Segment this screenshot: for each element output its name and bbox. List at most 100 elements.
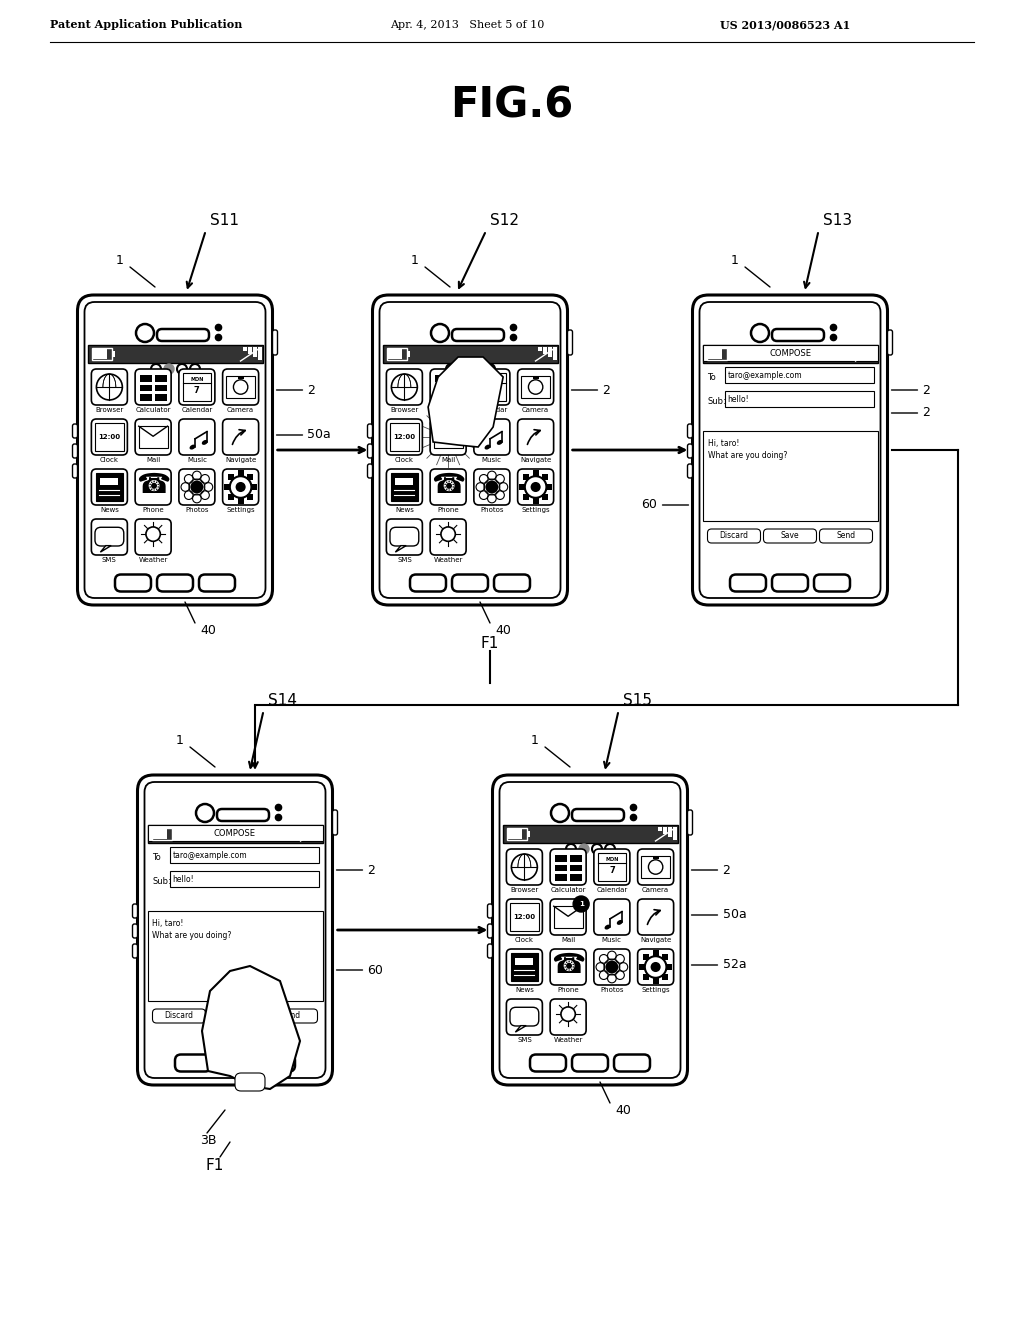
Bar bbox=[526, 832, 529, 837]
Text: SMS: SMS bbox=[517, 1038, 531, 1043]
FancyBboxPatch shape bbox=[73, 444, 78, 458]
Text: Hi, taro!: Hi, taro! bbox=[153, 919, 184, 928]
FancyBboxPatch shape bbox=[179, 469, 215, 506]
Text: Navigate: Navigate bbox=[640, 937, 672, 942]
FancyBboxPatch shape bbox=[699, 302, 881, 598]
Bar bbox=[663, 828, 667, 834]
Bar bbox=[391, 474, 418, 500]
FancyBboxPatch shape bbox=[687, 810, 692, 836]
FancyBboxPatch shape bbox=[410, 574, 446, 591]
Text: Hi, taro!: Hi, taro! bbox=[708, 440, 739, 447]
FancyBboxPatch shape bbox=[333, 810, 338, 836]
Polygon shape bbox=[515, 1026, 526, 1032]
Text: News: News bbox=[515, 987, 534, 993]
Text: What are you doing?: What are you doing? bbox=[708, 451, 786, 459]
Text: Music: Music bbox=[482, 457, 502, 463]
Bar bbox=[395, 478, 414, 486]
Text: hello!: hello! bbox=[727, 395, 750, 404]
FancyBboxPatch shape bbox=[500, 781, 681, 1078]
Bar bbox=[183, 374, 211, 401]
Text: COMPOSE: COMPOSE bbox=[214, 829, 256, 837]
Text: Calendar: Calendar bbox=[596, 887, 628, 894]
FancyBboxPatch shape bbox=[772, 329, 824, 341]
Ellipse shape bbox=[616, 920, 623, 925]
Bar bbox=[673, 828, 677, 840]
Bar bbox=[156, 395, 167, 401]
Text: Browser: Browser bbox=[95, 407, 124, 413]
FancyBboxPatch shape bbox=[386, 469, 422, 506]
FancyBboxPatch shape bbox=[819, 529, 872, 543]
FancyBboxPatch shape bbox=[259, 1055, 295, 1072]
Bar bbox=[726, 351, 729, 356]
Text: 2: 2 bbox=[602, 384, 610, 396]
Text: Photos: Photos bbox=[600, 987, 624, 993]
Text: ☎: ☎ bbox=[136, 471, 170, 499]
Text: MON: MON bbox=[485, 376, 499, 381]
Bar bbox=[523, 494, 529, 500]
Bar bbox=[147, 825, 323, 841]
Polygon shape bbox=[100, 545, 112, 552]
Text: Browser: Browser bbox=[390, 407, 419, 413]
FancyBboxPatch shape bbox=[594, 849, 630, 884]
Bar bbox=[570, 874, 582, 880]
FancyBboxPatch shape bbox=[814, 574, 850, 591]
Text: taro@example.com: taro@example.com bbox=[727, 371, 802, 380]
FancyBboxPatch shape bbox=[272, 330, 278, 355]
Bar bbox=[702, 345, 878, 360]
FancyBboxPatch shape bbox=[507, 849, 543, 884]
Text: COMPOSE: COMPOSE bbox=[769, 348, 811, 358]
Text: Calculator: Calculator bbox=[135, 407, 171, 413]
Bar bbox=[543, 347, 547, 354]
FancyBboxPatch shape bbox=[132, 924, 137, 939]
FancyBboxPatch shape bbox=[179, 418, 215, 455]
FancyBboxPatch shape bbox=[517, 469, 554, 506]
Bar bbox=[532, 498, 539, 504]
FancyBboxPatch shape bbox=[507, 999, 543, 1035]
Bar bbox=[652, 978, 658, 983]
Bar bbox=[663, 954, 669, 961]
FancyBboxPatch shape bbox=[264, 1008, 317, 1023]
Bar bbox=[91, 348, 112, 360]
FancyBboxPatch shape bbox=[550, 949, 586, 985]
Text: Phone: Phone bbox=[142, 507, 164, 513]
Text: US 2013/0086523 A1: US 2013/0086523 A1 bbox=[720, 20, 850, 30]
Bar bbox=[510, 903, 539, 931]
Bar bbox=[387, 348, 401, 359]
Bar bbox=[435, 385, 446, 391]
FancyBboxPatch shape bbox=[687, 465, 692, 478]
FancyBboxPatch shape bbox=[474, 469, 510, 506]
FancyBboxPatch shape bbox=[179, 370, 215, 405]
Bar bbox=[707, 348, 726, 360]
Text: S14: S14 bbox=[268, 693, 297, 708]
FancyBboxPatch shape bbox=[510, 1007, 539, 1026]
Bar bbox=[95, 424, 124, 450]
Bar bbox=[515, 958, 534, 965]
Text: 40: 40 bbox=[200, 623, 216, 636]
FancyBboxPatch shape bbox=[638, 849, 674, 884]
Text: News: News bbox=[100, 507, 119, 513]
FancyBboxPatch shape bbox=[85, 302, 265, 598]
Bar bbox=[248, 347, 252, 354]
FancyBboxPatch shape bbox=[390, 527, 419, 546]
Text: S15: S15 bbox=[623, 693, 652, 708]
Text: Calendar: Calendar bbox=[181, 407, 213, 413]
Text: taro@example.com: taro@example.com bbox=[172, 850, 247, 859]
FancyBboxPatch shape bbox=[494, 574, 530, 591]
FancyBboxPatch shape bbox=[430, 370, 466, 405]
Bar bbox=[702, 345, 878, 363]
Bar bbox=[156, 385, 167, 391]
Bar bbox=[434, 426, 463, 447]
FancyBboxPatch shape bbox=[487, 904, 493, 917]
FancyBboxPatch shape bbox=[132, 904, 137, 917]
Bar bbox=[667, 964, 673, 970]
Circle shape bbox=[530, 482, 541, 492]
Bar bbox=[867, 347, 871, 356]
FancyBboxPatch shape bbox=[474, 370, 510, 405]
FancyBboxPatch shape bbox=[517, 418, 554, 455]
Bar bbox=[140, 375, 152, 381]
Text: 12:00: 12:00 bbox=[98, 434, 121, 440]
Text: Clock: Clock bbox=[515, 937, 534, 942]
Bar bbox=[228, 494, 233, 500]
Bar bbox=[702, 432, 878, 521]
Bar bbox=[238, 498, 244, 504]
